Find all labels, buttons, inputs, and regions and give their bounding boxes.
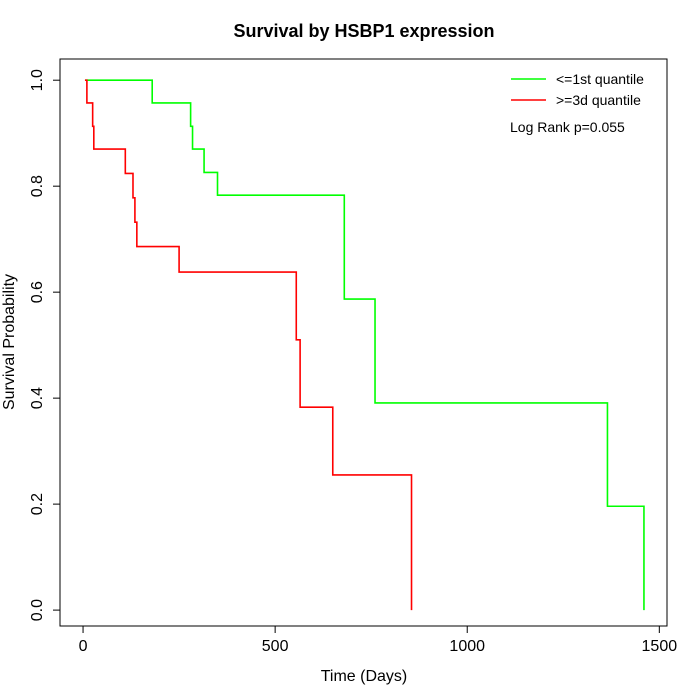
y-axis: 0.0 0.2 0.4 0.6 0.8 1.0 — [29, 69, 61, 621]
x-axis: 0 500 1000 1500 — [79, 625, 678, 655]
y-tick-label: 0.6 — [29, 281, 46, 303]
y-tick-label: 0.4 — [29, 387, 46, 409]
x-tick-label: 500 — [262, 638, 289, 655]
y-axis-label: Survival Probability — [1, 274, 18, 410]
y-tick-label: 1.0 — [29, 69, 46, 91]
x-tick-label: 1500 — [642, 638, 678, 655]
series-line-1 — [84, 79, 413, 611]
log-rank-annotation: Log Rank p=0.055 — [510, 119, 625, 135]
legend-label-low: <=1st quantile — [556, 71, 644, 87]
legend-label-high: >=3d quantile — [556, 92, 641, 108]
plot-frame — [59, 58, 668, 627]
x-tick-label: 1000 — [449, 638, 485, 655]
chart-title: Survival by HSBP1 expression — [233, 21, 494, 41]
series-group — [84, 79, 645, 611]
y-tick-label: 0.2 — [29, 493, 46, 515]
x-tick-label: 0 — [79, 638, 88, 655]
y-tick-label: 0.0 — [29, 599, 46, 621]
series-line-0 — [84, 79, 645, 611]
y-tick-label: 0.8 — [29, 175, 46, 197]
legend: <=1st quantile >=3d quantile — [511, 71, 644, 108]
x-axis-label: Time (Days) — [321, 668, 408, 685]
